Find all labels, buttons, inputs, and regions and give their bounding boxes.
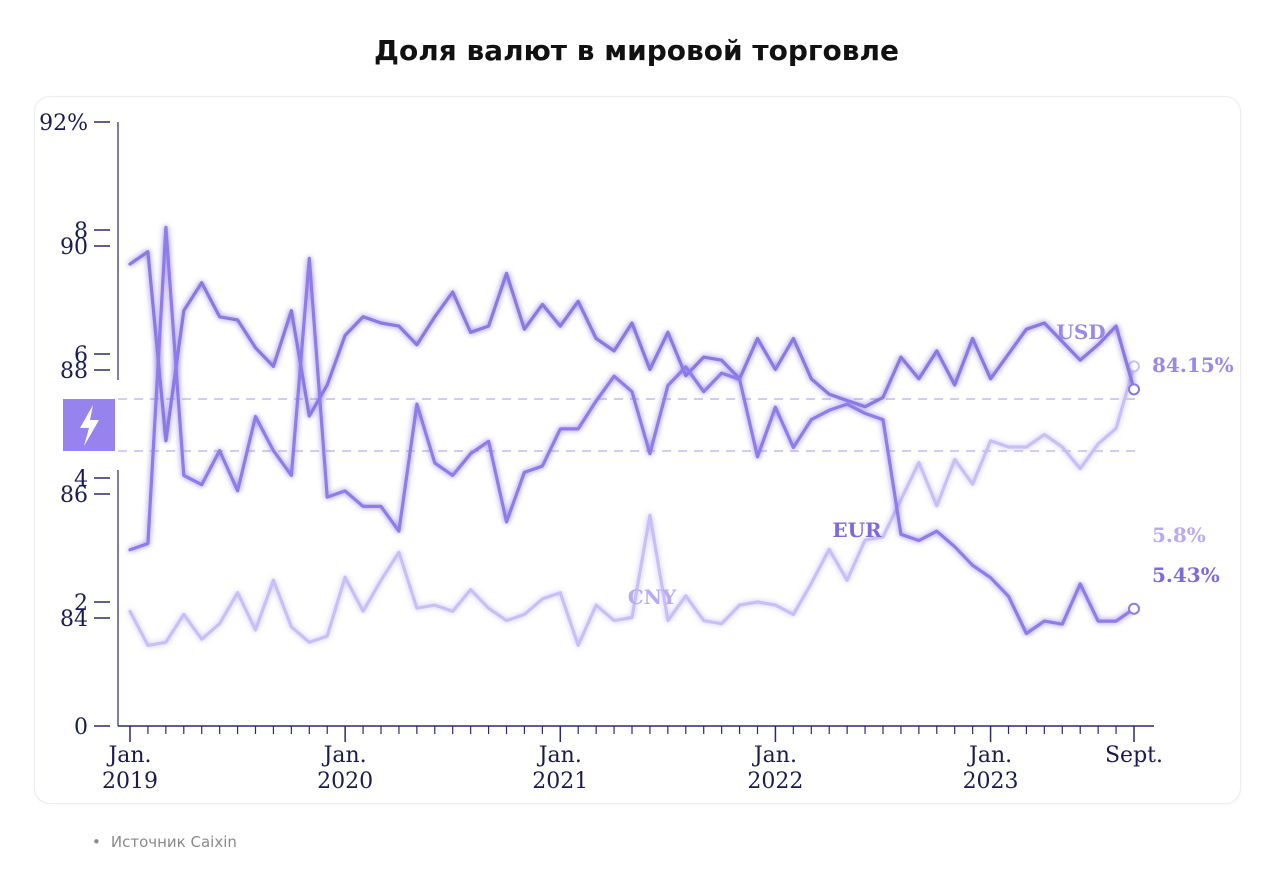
chart-labels: USD EUR CNY 84.15% 5.8% 5.43%: [628, 320, 1234, 609]
x-tick-label: Sept.: [1105, 743, 1163, 768]
axes: 92%9088868486420Jan.2019Jan.2020Jan.2021…: [39, 111, 1163, 794]
series-line-cny: [128, 364, 1136, 648]
y-tick-label: 0: [74, 715, 88, 740]
source-text: Источник Caixin: [110, 833, 237, 851]
chart-card: [34, 96, 1241, 804]
end-point-eur: [1128, 383, 1140, 396]
series-label-cny: CNY: [628, 585, 677, 609]
y-tick-label: 84: [60, 607, 88, 632]
lightning-icon: [80, 405, 99, 446]
x-tick-year: 2020: [317, 769, 373, 794]
page-title: Доля валют в мировой торговле: [374, 34, 899, 67]
y-tick-label: 2: [74, 591, 88, 616]
end-point-cny: [1128, 360, 1140, 373]
end-point-usd: [1128, 602, 1140, 615]
y-tick-label: 86: [60, 483, 88, 508]
series-line-eur: [128, 250, 1136, 443]
y-tick-label: 88: [60, 359, 88, 384]
series-label-eur: EUR: [832, 518, 882, 542]
x-tick-label: Jan.: [106, 743, 151, 768]
x-tick-label: Jan.: [752, 743, 797, 768]
series-label-usd: USD: [1056, 320, 1105, 344]
y-tick-label: 8: [74, 219, 88, 244]
x-tick-year: 2019: [102, 769, 158, 794]
end-label-cny: 5.8%: [1152, 523, 1206, 547]
end-label-eur: 5.43%: [1152, 563, 1220, 587]
source-note: • Источник Caixin: [92, 833, 237, 851]
y-tick-label: 90: [60, 235, 88, 260]
series-lines: [128, 225, 1140, 648]
series-line-usd: [128, 225, 1136, 636]
y-tick-label: 6: [74, 343, 88, 368]
y-tick-label: 92%: [39, 111, 88, 136]
bullet-dot: •: [92, 833, 101, 851]
y-tick-label: 4: [74, 467, 88, 492]
x-tick-year: 2021: [532, 769, 588, 794]
end-label-usd: 84.15%: [1152, 353, 1234, 377]
x-tick-year: 2023: [963, 769, 1019, 794]
x-tick-label: Jan.: [967, 743, 1012, 768]
x-tick-label: Jan.: [322, 743, 367, 768]
x-tick-year: 2022: [747, 769, 803, 794]
x-tick-label: Jan.: [537, 743, 582, 768]
